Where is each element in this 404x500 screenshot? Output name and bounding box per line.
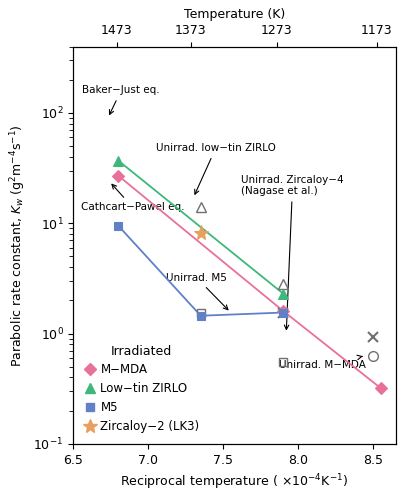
Text: Baker−Just eq.: Baker−Just eq. bbox=[82, 86, 160, 114]
Text: Cathcart−Pawel eq.: Cathcart−Pawel eq. bbox=[81, 184, 184, 212]
X-axis label: Reciprocal temperature ( ×10$^{-4}$K$^{-1}$): Reciprocal temperature ( ×10$^{-4}$K$^{-… bbox=[120, 472, 349, 492]
Text: Unirrad. M−MDA: Unirrad. M−MDA bbox=[279, 355, 366, 370]
Text: Unirrad. low−tin ZIRLO: Unirrad. low−tin ZIRLO bbox=[156, 143, 276, 194]
X-axis label: Temperature (K): Temperature (K) bbox=[184, 8, 285, 22]
Legend: M−MDA, Low−tin ZIRLO, M5, Zircaloy−2 (LK3): M−MDA, Low−tin ZIRLO, M5, Zircaloy−2 (LK… bbox=[79, 340, 204, 438]
Y-axis label: Parabolic rate constant, $K_w$ (g$^2$m$^{-4}$s$^{-1}$): Parabolic rate constant, $K_w$ (g$^2$m$^… bbox=[8, 124, 28, 366]
Text: Unirrad. M5: Unirrad. M5 bbox=[166, 273, 228, 310]
Text: Unirrad. Zircaloy−4
(Nagase et al.): Unirrad. Zircaloy−4 (Nagase et al.) bbox=[241, 174, 344, 330]
